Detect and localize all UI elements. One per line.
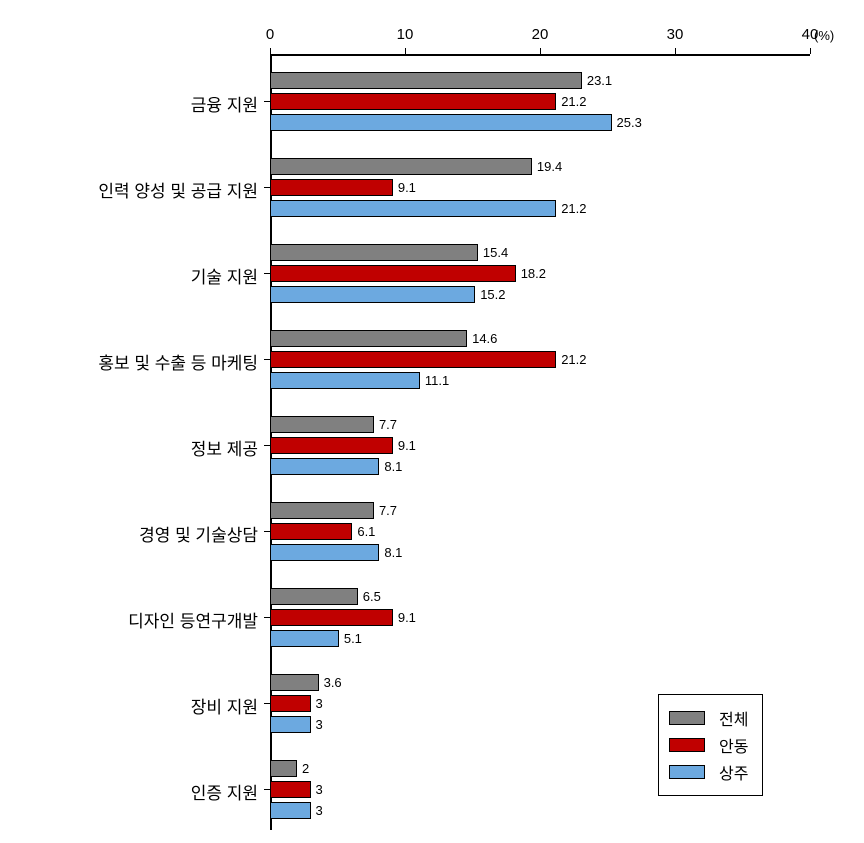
bar-value-label: 14.6 bbox=[472, 331, 497, 346]
bar-value-label: 15.4 bbox=[483, 245, 508, 260]
bar bbox=[270, 674, 319, 691]
bar bbox=[270, 630, 339, 647]
bar-value-label: 21.2 bbox=[561, 352, 586, 367]
bar-value-label: 3 bbox=[316, 782, 323, 797]
x-axis-unit: (%) bbox=[814, 28, 834, 43]
bar bbox=[270, 523, 352, 540]
legend-label: 전체 bbox=[719, 706, 748, 730]
legend-label: 상주 bbox=[719, 760, 748, 784]
bar-value-label: 8.1 bbox=[384, 459, 402, 474]
bar bbox=[270, 114, 612, 131]
legend-swatch bbox=[669, 765, 705, 779]
bar bbox=[270, 609, 393, 626]
x-tick bbox=[675, 48, 676, 54]
bar bbox=[270, 179, 393, 196]
legend-item: 안동 bbox=[669, 733, 748, 757]
x-tick bbox=[405, 48, 406, 54]
bar-value-label: 18.2 bbox=[521, 266, 546, 281]
category-label: 인력 양성 및 공급 지원 bbox=[98, 177, 258, 202]
bar-value-label: 15.2 bbox=[480, 287, 505, 302]
category-label: 금융 지원 bbox=[191, 91, 258, 116]
bar-value-label: 25.3 bbox=[617, 115, 642, 130]
bar bbox=[270, 695, 311, 712]
bar bbox=[270, 286, 475, 303]
bar bbox=[270, 437, 393, 454]
legend-item: 전체 bbox=[669, 706, 748, 730]
category-label: 정보 제공 bbox=[191, 435, 258, 460]
bar-value-label: 3 bbox=[316, 717, 323, 732]
bar bbox=[270, 544, 379, 561]
bar-value-label: 9.1 bbox=[398, 180, 416, 195]
bar-value-label: 11.1 bbox=[425, 373, 449, 388]
bar bbox=[270, 72, 582, 89]
bar bbox=[270, 351, 556, 368]
category-label: 인증 지원 bbox=[191, 779, 258, 804]
bar bbox=[270, 372, 420, 389]
bar bbox=[270, 716, 311, 733]
bar-value-label: 23.1 bbox=[587, 73, 612, 88]
category-label: 홍보 및 수출 등 마케팅 bbox=[98, 349, 258, 374]
x-tick-label: 10 bbox=[385, 26, 425, 43]
bar-value-label: 7.7 bbox=[379, 417, 397, 432]
bar bbox=[270, 265, 516, 282]
bar-value-label: 9.1 bbox=[398, 610, 416, 625]
bar-value-label: 21.2 bbox=[561, 94, 586, 109]
bar-value-label: 2 bbox=[302, 761, 309, 776]
bar-value-label: 7.7 bbox=[379, 503, 397, 518]
bar bbox=[270, 760, 297, 777]
chart-container: 전체안동상주 010203040(%)금융 지원23.121.225.3인력 양… bbox=[0, 0, 864, 843]
category-label: 경영 및 기술상담 bbox=[139, 521, 258, 546]
x-tick-label: 20 bbox=[520, 26, 560, 43]
x-tick-label: 30 bbox=[655, 26, 695, 43]
x-tick bbox=[540, 48, 541, 54]
bar bbox=[270, 588, 358, 605]
bar bbox=[270, 330, 467, 347]
category-label: 장비 지원 bbox=[191, 693, 258, 718]
bar-value-label: 6.5 bbox=[363, 589, 381, 604]
legend-item: 상주 bbox=[669, 760, 748, 784]
x-tick-label: 0 bbox=[250, 26, 290, 43]
bar-value-label: 8.1 bbox=[384, 545, 402, 560]
bar-value-label: 5.1 bbox=[344, 631, 362, 646]
legend: 전체안동상주 bbox=[658, 694, 763, 796]
bar bbox=[270, 802, 311, 819]
bar bbox=[270, 502, 374, 519]
bar-value-label: 3.6 bbox=[324, 675, 342, 690]
bar-value-label: 3 bbox=[316, 803, 323, 818]
bar-value-label: 3 bbox=[316, 696, 323, 711]
bar-value-label: 21.2 bbox=[561, 201, 586, 216]
category-label: 기술 지원 bbox=[191, 263, 258, 288]
bar bbox=[270, 158, 532, 175]
x-axis-line bbox=[270, 54, 810, 56]
bar bbox=[270, 93, 556, 110]
x-tick bbox=[810, 48, 811, 54]
legend-swatch bbox=[669, 738, 705, 752]
category-label: 디자인 등연구개발 bbox=[128, 607, 258, 632]
x-tick bbox=[270, 48, 271, 54]
bar-value-label: 19.4 bbox=[537, 159, 562, 174]
bar-value-label: 9.1 bbox=[398, 438, 416, 453]
bar bbox=[270, 458, 379, 475]
bar bbox=[270, 200, 556, 217]
legend-swatch bbox=[669, 711, 705, 725]
bar bbox=[270, 244, 478, 261]
legend-label: 안동 bbox=[719, 733, 748, 757]
bar-value-label: 6.1 bbox=[357, 524, 375, 539]
bar bbox=[270, 416, 374, 433]
bar bbox=[270, 781, 311, 798]
